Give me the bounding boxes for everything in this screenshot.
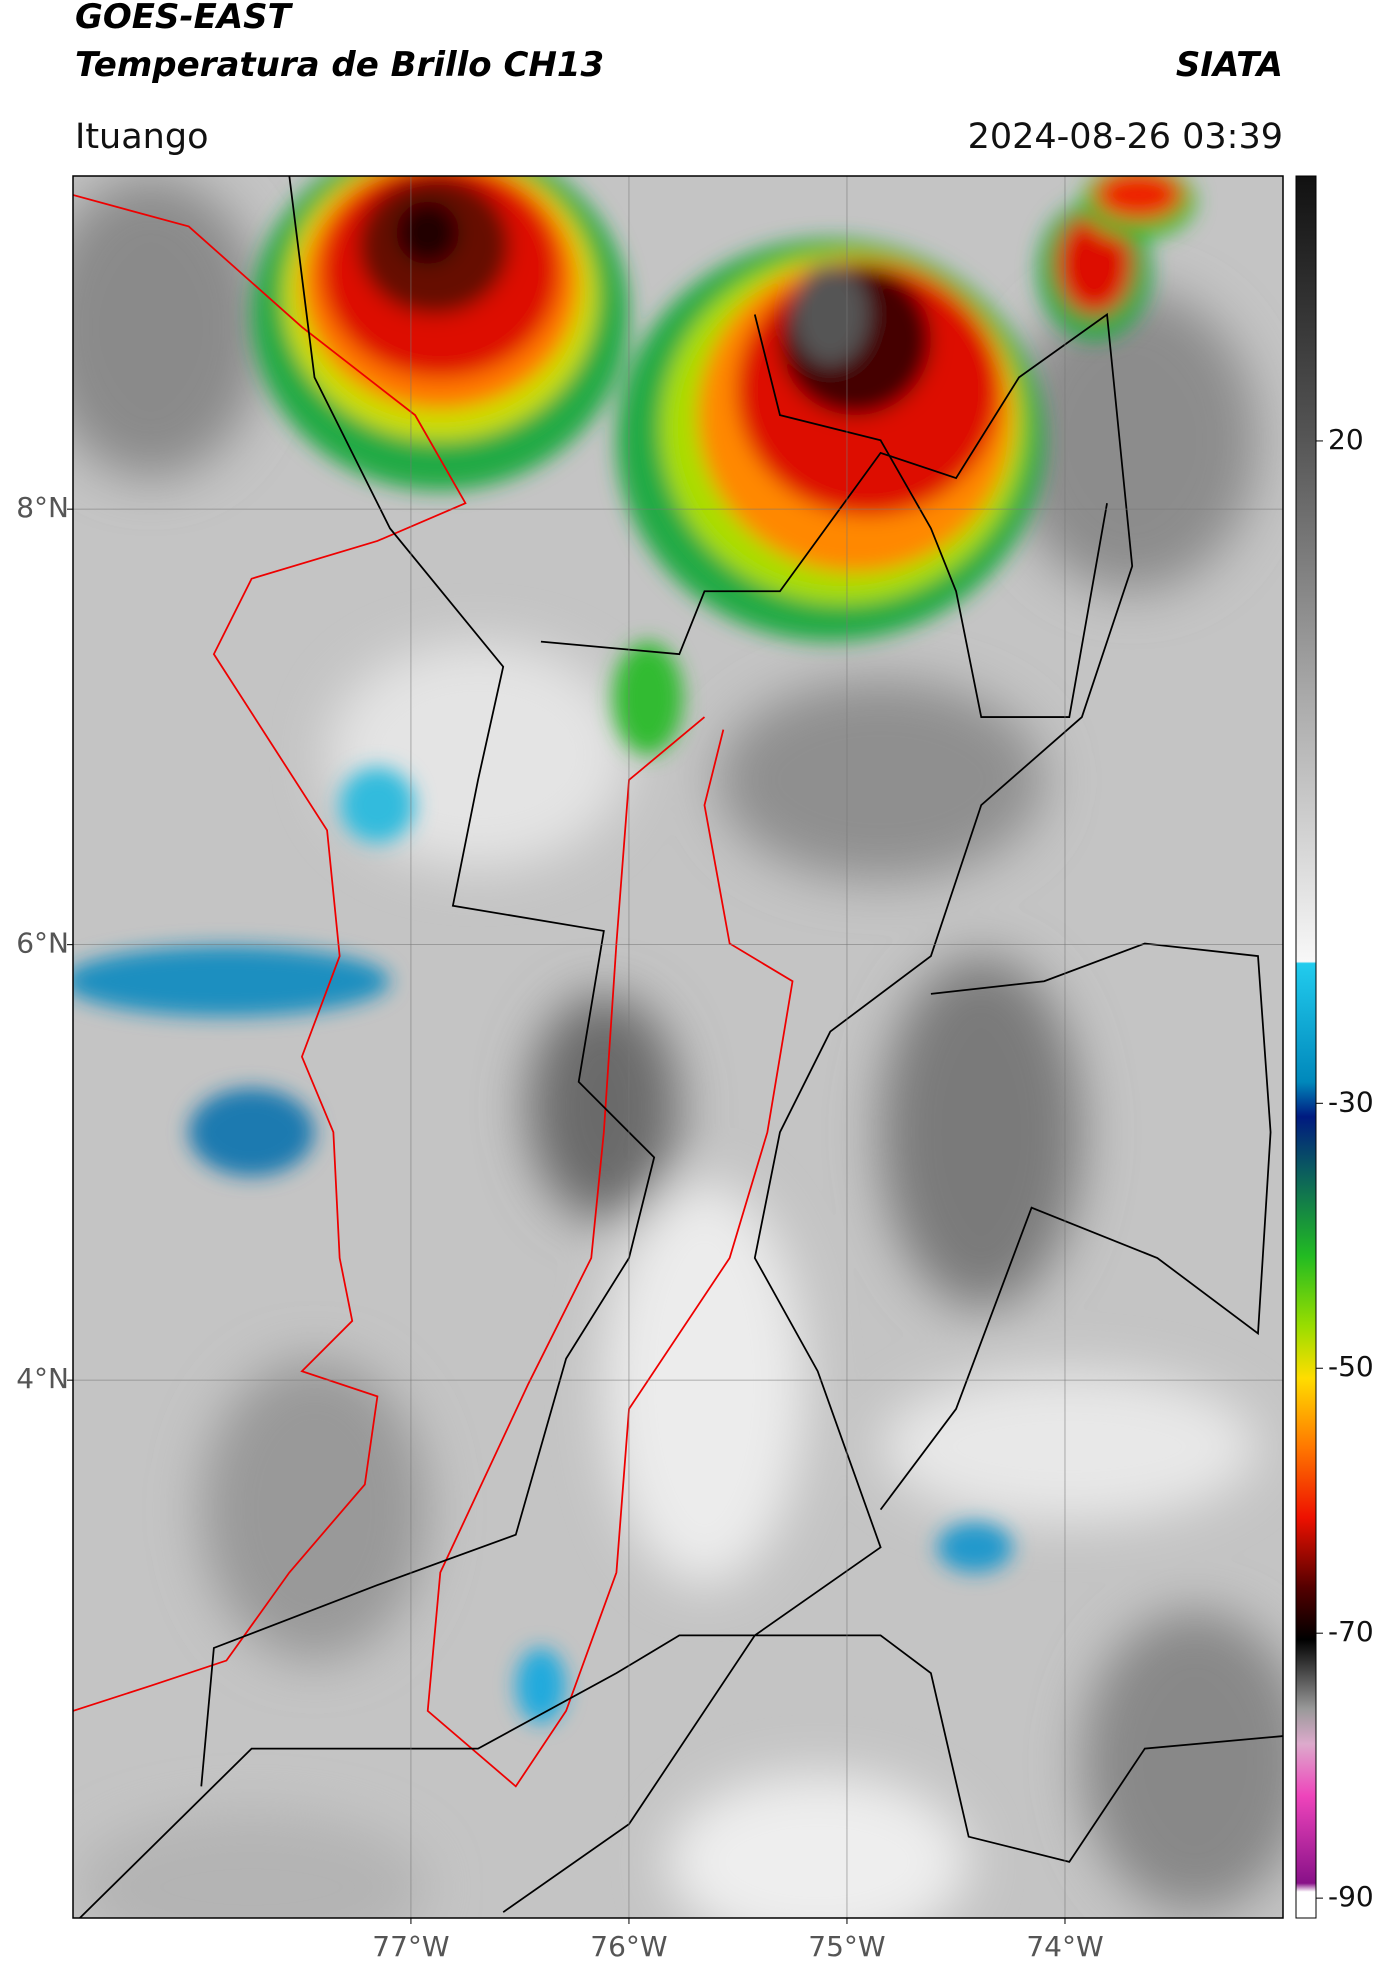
source: SIATA [1176, 45, 1283, 85]
map-frame [72, 175, 1284, 1919]
y-tick-label: 4°N [16, 1362, 69, 1395]
y-tick-label: 8°N [16, 491, 69, 524]
satellite-image [73, 176, 1283, 1918]
grid [73, 176, 1283, 1918]
y-tick-label: 6°N [16, 927, 69, 960]
x-tick-label: 76°W [590, 1930, 667, 1963]
colorbar [1295, 175, 1317, 1919]
colorbar-tick-label: -90 [1328, 1880, 1374, 1913]
colorbar-tick-label: -30 [1328, 1085, 1374, 1118]
colorbar-tick-label: -50 [1328, 1350, 1374, 1383]
x-tick-label: 74°W [1026, 1930, 1103, 1963]
colorbar-tick-label: 20 [1328, 423, 1364, 456]
x-tick-label: 77°W [372, 1930, 449, 1963]
subtitle: Temperatura de Brillo CH13 [75, 45, 604, 85]
location: Ituango [75, 117, 209, 157]
colorbar-tick-label: -70 [1328, 1615, 1374, 1648]
datetime: 2024-08-26 03:39 [968, 117, 1283, 157]
x-tick-label: 75°W [808, 1930, 885, 1963]
title: GOES-EAST [75, 0, 294, 37]
